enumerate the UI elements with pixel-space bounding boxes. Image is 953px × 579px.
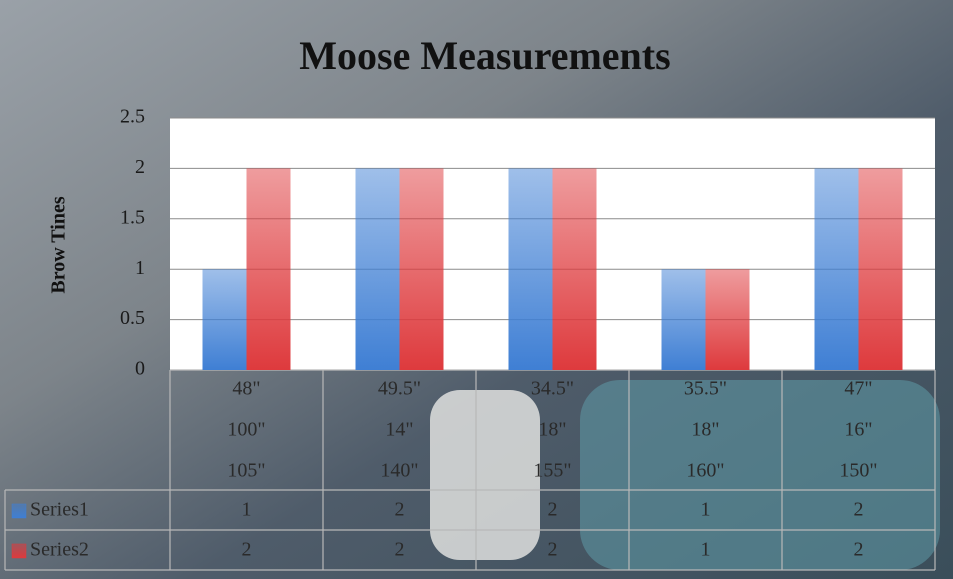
table-value: 2 — [548, 499, 558, 521]
bar — [509, 168, 553, 370]
table-value: 2 — [395, 499, 405, 521]
legend-swatch — [12, 544, 26, 558]
table-value: 1 — [701, 539, 711, 561]
y-tick-label: 2.5 — [120, 106, 145, 128]
x-tick-label: 35.5" — [684, 378, 727, 400]
bar — [815, 168, 859, 370]
y-tick-label: 0 — [135, 358, 145, 380]
table-value: 2 — [242, 539, 252, 561]
y-tick-label: 2 — [135, 156, 145, 178]
legend-label: Series2 — [30, 539, 89, 561]
x-tick-label: 155" — [533, 460, 571, 482]
x-tick-label: 14" — [385, 419, 413, 441]
y-tick-label: 0.5 — [120, 307, 145, 329]
x-tick-label: 18" — [691, 419, 719, 441]
x-tick-label: 49.5" — [378, 378, 421, 400]
x-tick-label: 100" — [227, 419, 265, 441]
x-tick-label: 160" — [686, 460, 724, 482]
y-tick-label: 1 — [135, 257, 145, 279]
table-value: 2 — [395, 539, 405, 561]
bar — [247, 168, 291, 370]
x-tick-label: 105" — [227, 460, 265, 482]
bar — [706, 269, 750, 370]
x-tick-label: 150" — [839, 460, 877, 482]
bar — [859, 168, 903, 370]
bar — [400, 168, 444, 370]
x-tick-label: 16" — [844, 419, 872, 441]
legend-label: Series1 — [30, 499, 89, 521]
x-tick-label: 34.5" — [531, 378, 574, 400]
bar — [356, 168, 400, 370]
table-value: 2 — [854, 539, 864, 561]
table-value: 2 — [548, 539, 558, 561]
y-axis-label: Brow Tines — [48, 196, 70, 293]
table-value: 1 — [242, 499, 252, 521]
legend-swatch — [12, 504, 26, 518]
y-tick-label: 1.5 — [120, 206, 145, 228]
photo-tub — [580, 380, 940, 570]
x-tick-label: 140" — [380, 460, 418, 482]
photo-roll — [430, 390, 540, 560]
x-tick-label: 48" — [232, 378, 260, 400]
chart: Moose Measurements Brow Tines 0 0.5 1 1.5 2 2… — [0, 0, 953, 579]
x-tick-label: 18" — [538, 419, 566, 441]
bar — [203, 269, 247, 370]
table-value: 1 — [701, 499, 711, 521]
x-tick-label: 47" — [844, 378, 872, 400]
bar — [662, 269, 706, 370]
page: Moose Measurements Brow Tines 0 0.5 1 1.5 2 2… — [0, 0, 953, 579]
table-value: 2 — [854, 499, 864, 521]
chart-title: Moose Measurements — [299, 33, 670, 78]
bar — [553, 168, 597, 370]
